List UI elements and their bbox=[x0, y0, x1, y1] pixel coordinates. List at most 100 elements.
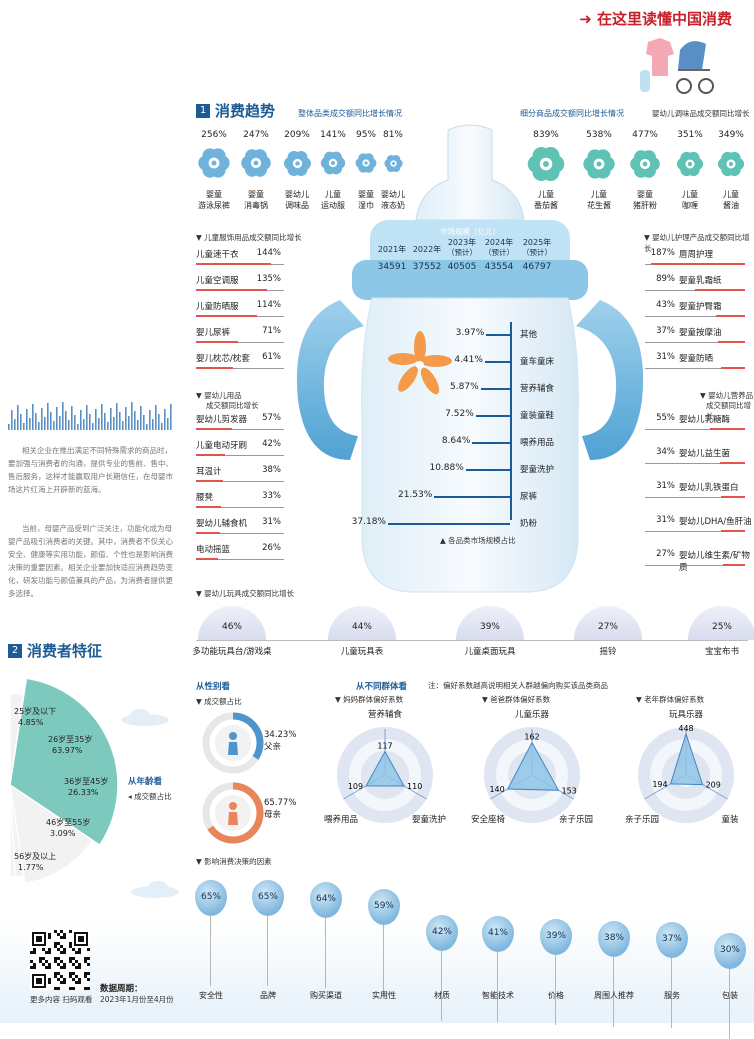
list-label: 唇周护理 bbox=[679, 250, 714, 260]
share-label: 奶粉 bbox=[520, 519, 538, 529]
list-bar bbox=[715, 315, 745, 317]
factor-label: 实用性 bbox=[372, 991, 396, 1000]
list-pct: 38% bbox=[262, 465, 281, 475]
market-year-note: （预计） bbox=[484, 248, 514, 257]
list-label: 儿童空调服 bbox=[196, 276, 239, 286]
seasoning-label: 花生酱 bbox=[587, 201, 611, 210]
market-value: 46797 bbox=[522, 262, 552, 272]
age-label: 26岁至35岁 bbox=[48, 735, 93, 744]
market-year: 2025年 bbox=[522, 238, 552, 247]
list-bar bbox=[196, 558, 218, 560]
list-pct: 42% bbox=[262, 439, 281, 449]
overall-label: 婴幼儿 bbox=[381, 190, 405, 199]
list-pct: 37% bbox=[656, 326, 675, 336]
list-pct: 33% bbox=[262, 491, 281, 501]
list-pct: 55% bbox=[656, 413, 675, 423]
toy-label: 摇铃 bbox=[599, 647, 617, 657]
list-label: 婴幼儿乳铁蛋白 bbox=[679, 483, 739, 493]
factor-balloon: 42% bbox=[426, 914, 458, 1021]
section1-heading: 1 消费趋势 bbox=[196, 100, 275, 121]
radar-axis-left: 安全座椅 bbox=[470, 815, 505, 825]
nutrition-subtitle: 成交额同比增长 bbox=[706, 401, 751, 421]
list-pct: 135% bbox=[256, 274, 281, 284]
market-value: 43554 bbox=[484, 262, 514, 272]
list-divider bbox=[645, 565, 745, 566]
share-bar bbox=[486, 334, 510, 336]
list-label: 婴儿枕芯/枕套 bbox=[196, 354, 250, 364]
list-pct: 34% bbox=[656, 447, 675, 457]
age-pie-chart bbox=[8, 677, 119, 885]
factor-label: 智能技术 bbox=[482, 991, 514, 1000]
mother-ring-chart bbox=[202, 782, 264, 844]
section2-title: 消费者特征 bbox=[27, 642, 103, 660]
nutrition-title: ▼ 婴幼儿营养品 bbox=[700, 391, 754, 400]
radar-value: 117 bbox=[377, 742, 392, 751]
list-divider bbox=[645, 368, 745, 369]
list-pct: 61% bbox=[262, 352, 281, 362]
age-pct: 4.85% bbox=[18, 718, 44, 727]
flower-icon bbox=[319, 149, 347, 180]
seasoning-pct: 839% bbox=[533, 130, 559, 140]
seasoning-label: 酱油 bbox=[723, 201, 739, 210]
share-axis bbox=[510, 322, 512, 520]
section2-number: 2 bbox=[8, 643, 22, 658]
share-label: 婴童洗护 bbox=[520, 465, 555, 475]
list-label: 婴童防晒 bbox=[679, 354, 714, 364]
list-label: 耳温计 bbox=[196, 467, 222, 477]
list-pct: 57% bbox=[262, 413, 281, 423]
radar-value: 448 bbox=[678, 725, 693, 733]
overall-label: 婴童 bbox=[358, 190, 374, 199]
share-bar bbox=[434, 496, 510, 498]
toy-pct: 25% bbox=[711, 622, 732, 632]
list-bar bbox=[694, 289, 745, 291]
left-paragraph-1: 相关企业在推出满足不同特殊需求的商品时，要加强与消费者的沟通，提供专业的售前、售… bbox=[8, 446, 173, 494]
market-year-note: （预计） bbox=[522, 248, 552, 257]
overall-label: 游泳尿裤 bbox=[198, 201, 230, 210]
father-ring-chart bbox=[202, 712, 264, 774]
list-bar bbox=[196, 506, 221, 508]
factor-balloon: 64% bbox=[310, 881, 342, 988]
baby-bottle-illustration bbox=[296, 124, 644, 593]
radar-area bbox=[365, 750, 405, 787]
list-bar bbox=[719, 462, 745, 464]
radar-area bbox=[669, 732, 704, 786]
radar-chart: 162 140 153 bbox=[484, 727, 580, 823]
share-pct: 7.52% bbox=[445, 409, 474, 419]
list-bar bbox=[196, 289, 267, 291]
factors-title: ▼ 影响消费决策的因素 bbox=[196, 857, 272, 866]
toy-pct: 27% bbox=[597, 622, 618, 632]
list-bar bbox=[196, 315, 258, 317]
share-pct: 3.97% bbox=[455, 328, 485, 338]
share-label: 童车童床 bbox=[520, 357, 555, 367]
list-divider bbox=[645, 316, 745, 317]
period-title: 数据周期： bbox=[100, 984, 143, 994]
radar-axis-right: 婴童洗护 bbox=[411, 815, 446, 825]
list-label: 儿童速干衣 bbox=[196, 250, 239, 260]
market-value: 34591 bbox=[377, 262, 407, 272]
list-bar bbox=[196, 341, 238, 343]
list-label: 腰凳 bbox=[196, 493, 214, 503]
supplies-subtitle: 成交额同比增长 bbox=[206, 401, 259, 410]
qr-code[interactable] bbox=[30, 930, 90, 990]
share-pct: 37.18% bbox=[351, 517, 386, 527]
list-bar bbox=[710, 428, 745, 430]
age-pct: 3.09% bbox=[50, 829, 76, 838]
section1-number: 1 bbox=[196, 103, 210, 118]
list-label: 婴儿尿裤 bbox=[196, 328, 231, 338]
factor-label: 品牌 bbox=[260, 991, 276, 1000]
list-divider bbox=[196, 429, 284, 430]
flower-icon bbox=[354, 151, 378, 178]
age-slice bbox=[9, 784, 16, 878]
seasoning-label: 咖喱 bbox=[682, 201, 698, 210]
share-label: 童装童鞋 bbox=[520, 411, 555, 421]
list-pct: 43% bbox=[656, 300, 675, 310]
list-divider bbox=[196, 533, 284, 534]
toy-label: 宝宝布书 bbox=[704, 647, 739, 657]
share-pct: 10.88% bbox=[429, 463, 464, 473]
list-bar bbox=[650, 263, 745, 265]
flower-icon bbox=[196, 145, 232, 184]
list-label: 婴幼儿辅食机 bbox=[196, 519, 248, 529]
list-bar bbox=[722, 564, 745, 566]
list-pct: 27% bbox=[656, 549, 675, 559]
list-bar bbox=[196, 263, 271, 265]
